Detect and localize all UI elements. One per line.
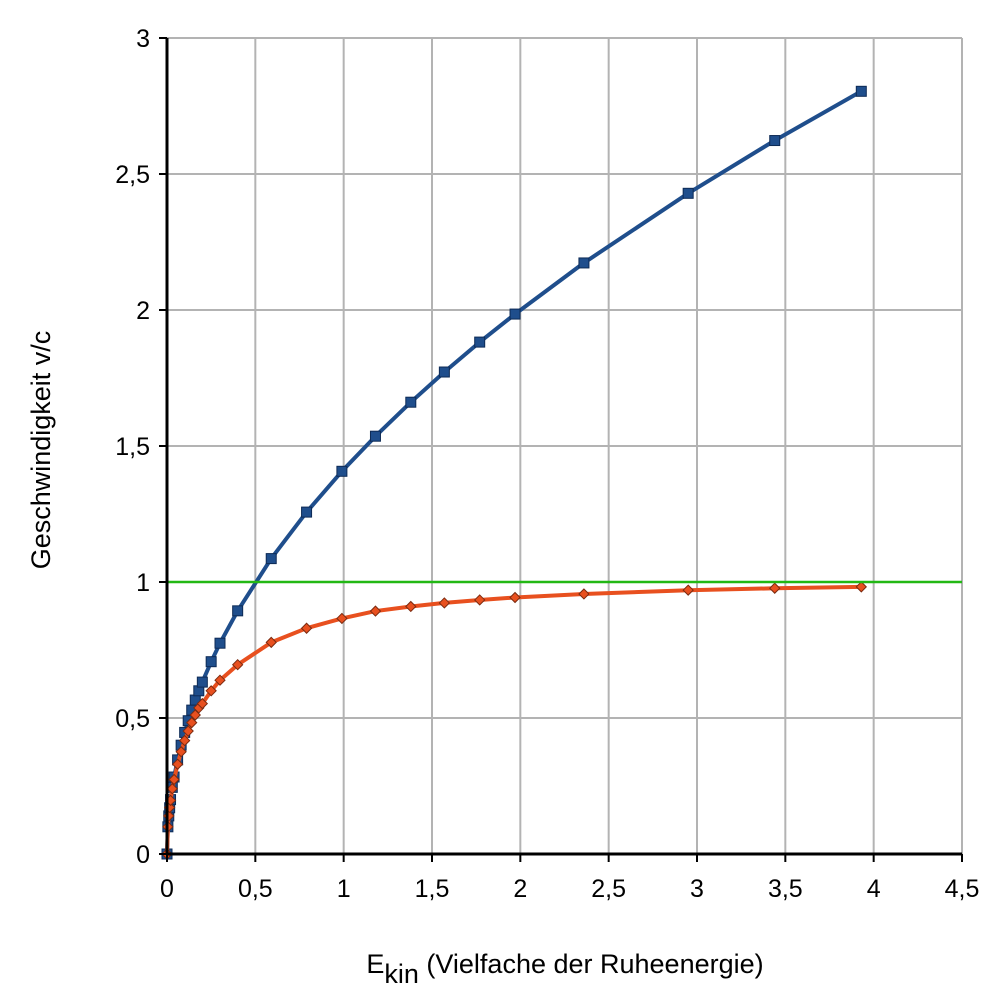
y-tick-label-2: 1	[136, 569, 150, 597]
point-relativistisch-28	[769, 582, 781, 594]
series-relativistisch	[161, 581, 868, 860]
x-tick-label-2: 1	[337, 875, 351, 903]
point-relativistisch-15	[205, 685, 217, 697]
series-layer	[161, 85, 962, 860]
x-axis-title-sub: kin	[384, 959, 419, 989]
y-tick-label-1: 0,5	[115, 705, 150, 733]
point-relativistisch-21	[369, 605, 382, 617]
axes	[159, 37, 963, 862]
x-tick-label-7: 3,5	[768, 875, 803, 903]
point-klassisch-20	[336, 465, 348, 477]
x-tick-label-8: 4	[867, 875, 881, 903]
x-tick-label-4: 2	[513, 875, 527, 903]
x-tick-label-3: 1,5	[415, 875, 450, 903]
x-tick-label-5: 2,5	[591, 875, 626, 903]
point-relativistisch-29	[855, 581, 868, 593]
point-relativistisch-8	[175, 746, 187, 758]
point-relativistisch-9	[178, 734, 191, 747]
point-relativistisch-7	[171, 758, 184, 770]
point-klassisch-29	[855, 85, 867, 97]
x-axis-title: Ekin (Vielfache der Ruheenergie)	[366, 949, 763, 989]
point-klassisch-28	[769, 135, 781, 147]
x-axis-title-rest: (Vielfache der Ruheenergie)	[419, 949, 764, 979]
point-relativistisch-14	[196, 697, 209, 710]
point-relativistisch-27	[682, 584, 694, 596]
x-axis-title-main: E	[366, 949, 384, 979]
point-relativistisch-26	[578, 588, 590, 600]
point-klassisch-17	[232, 605, 244, 617]
point-relativistisch-22	[405, 600, 417, 613]
tick-labels: 0 0,5 1 1,5 2 2,5 3 3,5 4 4,5 0 0,5 1 1,5 2 2,5 3	[115, 25, 979, 903]
point-relativistisch-19	[300, 622, 313, 634]
point-klassisch-22	[405, 396, 417, 408]
point-relativistisch-11	[186, 716, 198, 729]
y-axis-title: Geschwindigkeit v/c	[26, 331, 56, 570]
series-line-klassisch	[165, 89, 863, 855]
point-klassisch-24	[474, 336, 486, 348]
x-tick-label-0: 0	[160, 875, 174, 903]
y-tick-label-4: 2	[136, 297, 150, 325]
point-klassisch-26	[578, 257, 590, 269]
y-tick-label-3: 1,5	[115, 433, 150, 461]
series-line-relativistisch	[165, 584, 862, 855]
point-klassisch-23	[438, 366, 450, 378]
point-relativistisch-20	[336, 612, 348, 625]
point-relativistisch-10	[182, 725, 194, 737]
point-relativistisch-23	[438, 597, 451, 609]
point-klassisch-27	[682, 187, 694, 199]
x-tick-label-9: 4,5	[945, 875, 980, 903]
point-klassisch-15	[205, 656, 217, 668]
y-tick-label-0: 0	[136, 841, 150, 869]
point-relativistisch-25	[509, 591, 521, 604]
point-relativistisch-17	[231, 658, 244, 671]
point-relativistisch-18	[265, 636, 277, 649]
point-relativistisch-16	[214, 674, 226, 686]
point-klassisch-25	[509, 308, 521, 320]
series-klassisch	[161, 85, 867, 860]
point-relativistisch-6	[168, 773, 180, 786]
point-klassisch-21	[369, 430, 381, 442]
y-tick-label-6: 3	[136, 25, 150, 53]
grid	[167, 37, 963, 854]
point-relativistisch-5	[166, 783, 179, 795]
point-klassisch-19	[301, 506, 313, 518]
x-tick-label-6: 3	[690, 875, 704, 903]
point-relativistisch-24	[473, 594, 486, 606]
point-klassisch-14	[196, 676, 208, 688]
point-klassisch-18	[265, 553, 277, 565]
x-tick-label-1: 0,5	[238, 875, 273, 903]
y-tick-label-5: 2,5	[115, 161, 150, 189]
point-klassisch-16	[214, 637, 226, 649]
